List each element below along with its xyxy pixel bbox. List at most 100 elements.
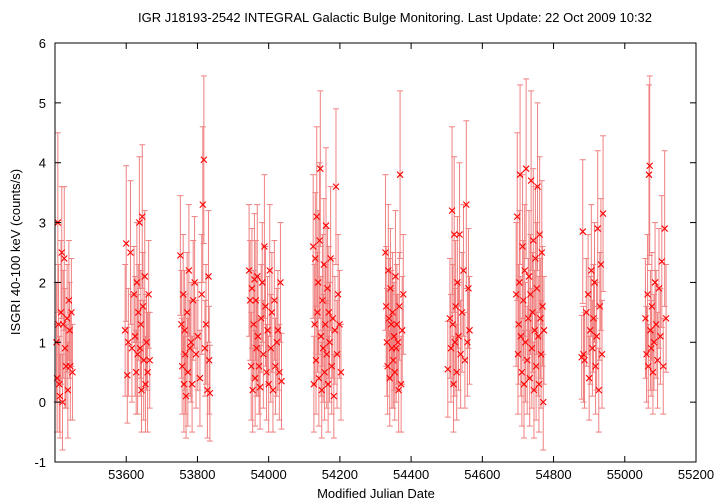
data-point bbox=[390, 332, 398, 340]
data-point bbox=[269, 386, 277, 394]
data-point bbox=[585, 374, 593, 382]
data-point bbox=[130, 291, 138, 298]
data-point bbox=[529, 308, 536, 316]
data-point bbox=[651, 279, 659, 286]
x-axis-label: Modified Julian Date bbox=[317, 486, 435, 501]
x-tick-label: 54400 bbox=[393, 467, 429, 482]
data-point bbox=[59, 398, 66, 406]
data-point bbox=[595, 386, 603, 394]
data-point bbox=[596, 302, 604, 310]
data-point bbox=[517, 332, 525, 340]
data-point bbox=[450, 231, 458, 238]
data-point bbox=[446, 314, 454, 322]
data-point bbox=[278, 377, 285, 385]
data-point bbox=[536, 314, 544, 322]
data-point bbox=[69, 368, 76, 376]
data-point bbox=[178, 320, 185, 328]
data-point bbox=[205, 356, 213, 364]
data-point bbox=[395, 302, 403, 310]
y-tick-label: 3 bbox=[39, 216, 46, 231]
axes-group: 53600 53800 54000 54200 54400 54600 54800 55000… bbox=[34, 36, 714, 482]
data-point bbox=[141, 273, 149, 280]
data-point bbox=[642, 314, 649, 322]
data-point bbox=[534, 183, 541, 191]
data-point bbox=[63, 314, 71, 322]
data-point bbox=[249, 386, 257, 394]
data-point bbox=[590, 314, 597, 322]
data-point bbox=[179, 291, 187, 298]
data-point bbox=[522, 165, 530, 173]
data-point bbox=[392, 273, 399, 280]
data-point bbox=[460, 267, 467, 274]
data-point bbox=[134, 308, 142, 316]
y-tick-label: 6 bbox=[39, 36, 46, 51]
data-point bbox=[643, 350, 650, 358]
data-point bbox=[453, 368, 461, 376]
data-point bbox=[268, 308, 276, 316]
data-point bbox=[513, 213, 521, 220]
data-point bbox=[128, 344, 136, 352]
data-point bbox=[646, 162, 654, 170]
data-point bbox=[56, 392, 64, 400]
data-point bbox=[180, 380, 188, 388]
data-point bbox=[320, 261, 328, 268]
x-tick-label: 54000 bbox=[251, 467, 287, 482]
data-point bbox=[316, 237, 323, 244]
data-point bbox=[654, 356, 661, 364]
data-point bbox=[529, 237, 537, 244]
data-point bbox=[182, 392, 190, 400]
data-point bbox=[522, 338, 529, 346]
data-point bbox=[455, 332, 462, 340]
data-point bbox=[314, 308, 321, 316]
data-point bbox=[398, 326, 406, 334]
data-point bbox=[454, 279, 461, 286]
data-point bbox=[322, 222, 330, 229]
data-point bbox=[515, 279, 523, 286]
data-point bbox=[247, 362, 255, 370]
data-point bbox=[58, 249, 66, 256]
data-point bbox=[535, 380, 543, 388]
data-point bbox=[520, 380, 528, 388]
x-tick-label: 54600 bbox=[464, 467, 500, 482]
data-point bbox=[337, 368, 345, 376]
data-point bbox=[201, 344, 209, 352]
data-point bbox=[66, 326, 73, 334]
x-tick-label: 55200 bbox=[678, 467, 714, 482]
data-point bbox=[533, 285, 541, 292]
data-point bbox=[592, 362, 599, 370]
data-point bbox=[662, 314, 670, 322]
data-point bbox=[270, 296, 278, 304]
data-point bbox=[311, 255, 319, 262]
data-point bbox=[579, 228, 587, 235]
y-axis-label: ISGRI 40-100 keV (counts/s) bbox=[8, 169, 23, 335]
data-point bbox=[650, 338, 658, 346]
data-point bbox=[397, 380, 405, 388]
y-tick-label: 5 bbox=[39, 96, 46, 111]
data-point bbox=[387, 285, 394, 292]
data-point bbox=[265, 380, 273, 388]
data-point bbox=[325, 308, 333, 316]
data-point bbox=[263, 368, 270, 376]
data-point bbox=[644, 362, 652, 370]
data-point bbox=[449, 320, 457, 328]
data-point bbox=[652, 320, 660, 328]
data-point bbox=[124, 338, 132, 346]
data-point bbox=[512, 291, 520, 298]
data-point bbox=[539, 302, 546, 310]
data-point bbox=[253, 344, 260, 352]
data-point bbox=[191, 279, 198, 286]
data-point bbox=[121, 326, 129, 334]
data-point bbox=[466, 326, 473, 334]
x-tick-label: 55000 bbox=[607, 467, 643, 482]
data-point bbox=[332, 183, 340, 191]
data-point bbox=[185, 267, 193, 274]
data-point bbox=[136, 219, 143, 226]
data-point bbox=[389, 356, 397, 364]
data-point bbox=[465, 285, 472, 292]
data-point bbox=[321, 320, 329, 328]
data-point bbox=[143, 338, 150, 346]
data-point bbox=[181, 326, 189, 334]
data-point bbox=[145, 291, 153, 298]
data-point bbox=[537, 350, 545, 358]
data-point bbox=[66, 362, 74, 370]
